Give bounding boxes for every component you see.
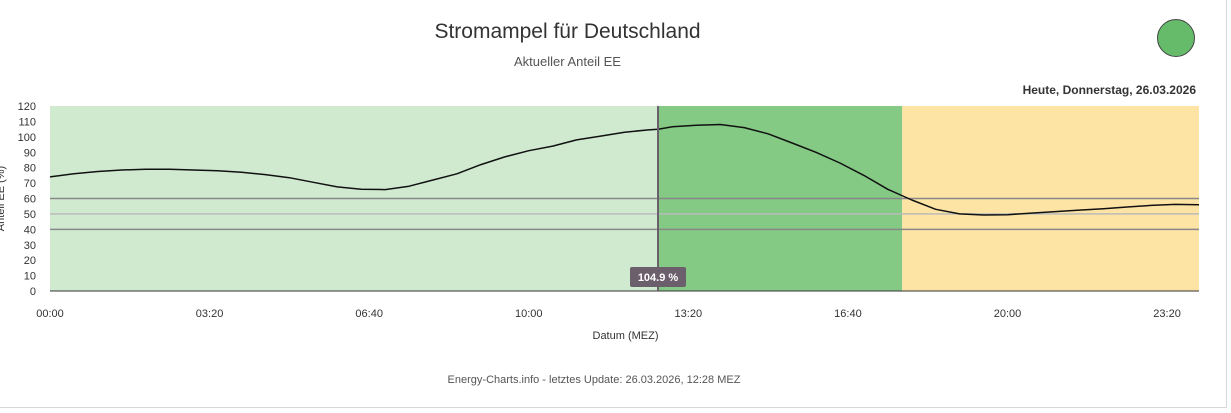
y-tick-label: 60 — [24, 194, 36, 206]
x-tick-label: 13:20 — [675, 308, 703, 320]
y-tick-label: 100 — [18, 132, 36, 144]
tooltip-label: 104.9 % — [638, 272, 679, 284]
y-axis-title: Anteil EE (%) — [0, 166, 7, 231]
y-tick-label: 0 — [30, 286, 36, 298]
y-tick-label: 30 — [24, 240, 36, 252]
x-tick-label: 10:00 — [515, 308, 543, 320]
series-line-0 — [49, 123, 1200, 216]
x-tick-label: 06:40 — [355, 308, 383, 320]
x-tick-label: 23:20 — [1153, 308, 1181, 320]
chart-subtitle: Aktueller Anteil EE — [514, 54, 621, 69]
x-tick-label: 16:40 — [834, 308, 862, 320]
y-tick-label: 80 — [24, 163, 36, 175]
traffic-light-indicator — [1157, 19, 1195, 57]
y-tick-label: 120 — [18, 101, 36, 113]
x-tick-label: 20:00 — [994, 308, 1022, 320]
y-tick-label: 40 — [24, 224, 36, 236]
y-tick-label: 50 — [24, 209, 36, 221]
y-tick-label: 10 — [24, 271, 36, 283]
date-label: Heute, Donnerstag, 26.03.2026 — [1022, 83, 1196, 97]
y-tick-label: 90 — [24, 147, 36, 159]
y-tick-label: 20 — [24, 255, 36, 267]
y-tick-label: 70 — [24, 178, 36, 190]
x-tick-label: 03:20 — [196, 308, 224, 320]
source-footer: Energy-Charts.info - letztes Update: 26.… — [447, 374, 741, 386]
tooltip-box — [630, 267, 687, 287]
y-tick-label: 110 — [18, 116, 36, 128]
x-axis-title: Datum (MEZ) — [593, 330, 659, 342]
x-tick-label: 00:00 — [36, 308, 64, 320]
chart-title: Stromampel für Deutschland — [434, 20, 701, 43]
